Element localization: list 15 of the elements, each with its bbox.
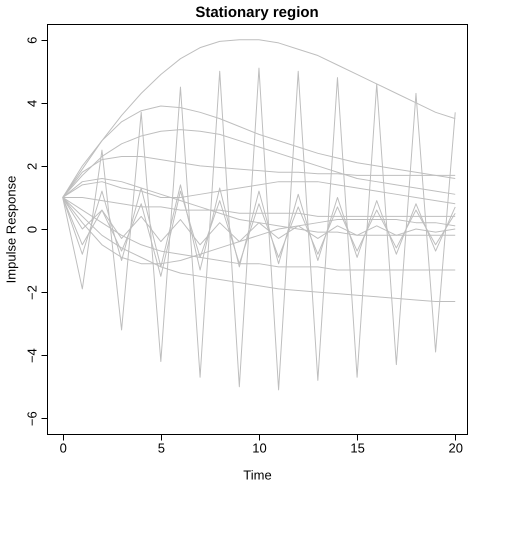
x-axis-title: Time xyxy=(243,468,272,482)
x-tick-label: 0 xyxy=(60,440,67,456)
y-tick-label: 2 xyxy=(24,162,40,170)
x-tick-label: 15 xyxy=(350,440,365,456)
y-axis-title: Impulse Response xyxy=(4,176,18,284)
x-tick-label: 5 xyxy=(158,440,165,456)
x-tick-label: 20 xyxy=(448,440,463,456)
chart-title: Stationary region xyxy=(195,4,319,21)
y-tick-label: 4 xyxy=(24,100,40,107)
y-tick-label: −4 xyxy=(24,348,40,364)
y-tick-label: 0 xyxy=(24,226,40,234)
y-tick-label: 6 xyxy=(24,36,40,44)
y-tick-label: −6 xyxy=(24,411,40,426)
y-tick-label: −2 xyxy=(24,285,40,300)
x-tick-label: 10 xyxy=(252,440,267,456)
